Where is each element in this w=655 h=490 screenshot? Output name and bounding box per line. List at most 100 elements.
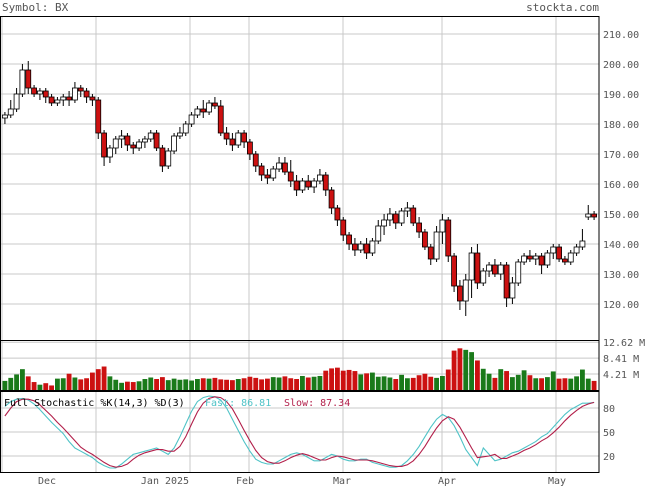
stochastic-slow-line [4,396,595,468]
price-tick-label: 200.00 [603,60,639,71]
candle-body [258,165,265,176]
volume-bar [358,374,364,390]
stoch-tick-label: 50 [603,428,615,439]
volume-bar [591,380,597,390]
candle-body [562,258,568,263]
candle-body [252,153,259,167]
candle-body [585,213,592,218]
candle-body [182,123,189,134]
volume-bar [31,382,37,390]
volume-bar [206,378,212,390]
candle-body [194,108,201,116]
stochastic-fast-line [4,395,595,469]
candle-body [270,168,277,179]
candle-body [556,246,562,260]
candle-body [42,90,49,98]
candle-body [573,246,580,254]
price-tick-label: 170.00 [603,150,639,161]
candle-body [381,219,387,227]
volume-panel-frame [0,340,600,391]
volume-bar [568,378,574,390]
volume-bar [300,375,305,390]
candle-body [515,261,522,284]
volume-bar [556,378,562,390]
volume-bar [422,373,428,390]
stochastic-lines [4,395,595,469]
volume-bar [72,377,78,390]
candle-body [89,96,96,101]
volume-bar [305,377,311,390]
volume-bar [475,360,480,390]
volume-bar [43,383,49,390]
axis-labels: 210.00 200.00 190.00 180.00 170.00 160.00 150.… [38,30,645,487]
volume-bar [136,381,142,390]
candle-body [276,162,282,170]
candle-body [497,264,504,275]
candle-body [392,213,399,224]
candle-body [404,207,411,212]
panel-frames [0,16,600,473]
volume-bar [37,384,43,390]
volume-bar [113,379,119,390]
volume-bar [410,377,416,390]
price-tick-label: 120.00 [603,300,639,311]
volume-bar [60,378,66,390]
candle-body [375,225,382,242]
candle-body [206,102,212,113]
price-candles [2,61,597,316]
candle-body [311,180,317,188]
volume-bar [416,375,422,390]
candle-body [235,132,242,146]
candle-body [521,255,527,263]
candle-body [334,207,341,221]
candle-body [153,132,160,149]
volume-bar [84,378,89,390]
candle-body [503,264,510,299]
site-label: stockta.com [526,1,599,14]
candle-body [357,243,364,251]
volume-bar [212,377,218,390]
volume-bar [335,367,340,390]
volume-bar [95,369,101,390]
x-axis-label: May [548,476,566,486]
candle-body [223,132,230,140]
candle-body [322,174,329,191]
candle-body [177,132,183,137]
candle-body [159,147,166,167]
volume-bar [527,375,533,390]
candle-body [287,171,294,182]
candle-body [527,255,533,260]
volume-bar [66,373,72,390]
candle-body [567,252,574,263]
volume-bar [375,376,381,390]
volume-bar [288,378,294,390]
volume-bar [405,378,410,390]
candle-body [264,174,271,179]
volume-bar [480,368,486,390]
volume-bar [545,377,550,390]
volume-bar [434,377,439,390]
volume-bar [189,380,194,390]
candle-body [247,141,253,155]
volume-tick-label: 8.41 M [603,354,639,365]
volume-bar [428,376,434,390]
candle-body [112,138,119,149]
volume-bar [585,378,591,390]
candle-body [591,213,597,218]
volume-bar [440,375,445,390]
candle-body [282,162,288,173]
candle-body [305,180,312,188]
volume-bar [119,382,124,390]
candle-body [31,87,37,95]
candle-body [48,96,55,104]
candle-body [72,87,78,101]
candle-body [107,147,113,158]
volume-bar [107,376,113,390]
candle-body [474,252,481,284]
stochastic-title: Full Stochastic %K(14,3) %D(3) [4,398,185,409]
volume-bar [125,381,130,390]
volume-bar [317,375,323,390]
volume-bar [142,379,148,390]
